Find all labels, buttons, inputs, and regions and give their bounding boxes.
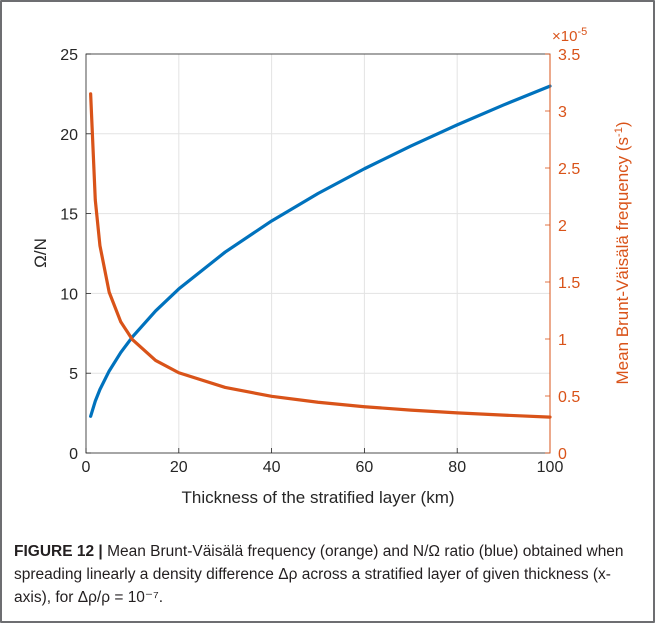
right-axis-label: Mean Brunt-Väisälä frequency (s-1) bbox=[613, 121, 632, 384]
x-tick-label: 60 bbox=[356, 459, 374, 476]
right-axis-multiplier-base: ×10 bbox=[552, 28, 577, 45]
right-tick-label: 2.5 bbox=[558, 161, 580, 178]
left-tick-label: 10 bbox=[60, 286, 78, 303]
series-line-brunt-vaisala bbox=[89, 92, 552, 419]
caption-label: FIGURE 12 | bbox=[14, 543, 103, 560]
left-tick-label: 5 bbox=[69, 366, 78, 383]
x-tick-label: 20 bbox=[170, 459, 188, 476]
left-tick-label: 15 bbox=[60, 207, 78, 224]
left-tick-label: 25 bbox=[60, 47, 78, 64]
figure-caption: FIGURE 12 | Mean Brunt-Väisälä frequency… bbox=[14, 540, 639, 609]
right-tick-label: 3 bbox=[558, 104, 567, 121]
right-tick-label: 1.5 bbox=[558, 275, 580, 292]
x-tick-label: 80 bbox=[448, 459, 466, 476]
right-tick-label: 2 bbox=[558, 218, 567, 235]
x-tick-label: 100 bbox=[537, 459, 564, 476]
right-axis-label-close: ) bbox=[613, 121, 632, 127]
x-tick-label: 0 bbox=[82, 459, 91, 476]
left-tick-label: 0 bbox=[69, 446, 78, 463]
right-tick-label: 1 bbox=[558, 332, 567, 349]
x-axis-label: Thickness of the stratified layer (km) bbox=[181, 488, 454, 507]
right-tick-label: 0.5 bbox=[558, 389, 580, 406]
right-axis-label-superscript: -1 bbox=[613, 127, 625, 137]
series-line-omega-n-ratio bbox=[89, 84, 552, 418]
right-axis-label-text: Mean Brunt-Väisälä frequency (s bbox=[613, 137, 632, 385]
right-axis-multiplier: ×10-5 bbox=[552, 26, 587, 45]
right-axis-multiplier-exponent: -5 bbox=[577, 26, 587, 38]
left-axis-label: Ω/N bbox=[31, 238, 50, 268]
left-tick-label: 20 bbox=[60, 127, 78, 144]
series-layer bbox=[89, 84, 552, 419]
right-tick-label: 0 bbox=[558, 446, 567, 463]
x-tick-label: 40 bbox=[263, 459, 281, 476]
caption-text: Mean Brunt-Väisälä frequency (orange) an… bbox=[14, 543, 624, 606]
right-tick-label: 3.5 bbox=[558, 47, 580, 64]
